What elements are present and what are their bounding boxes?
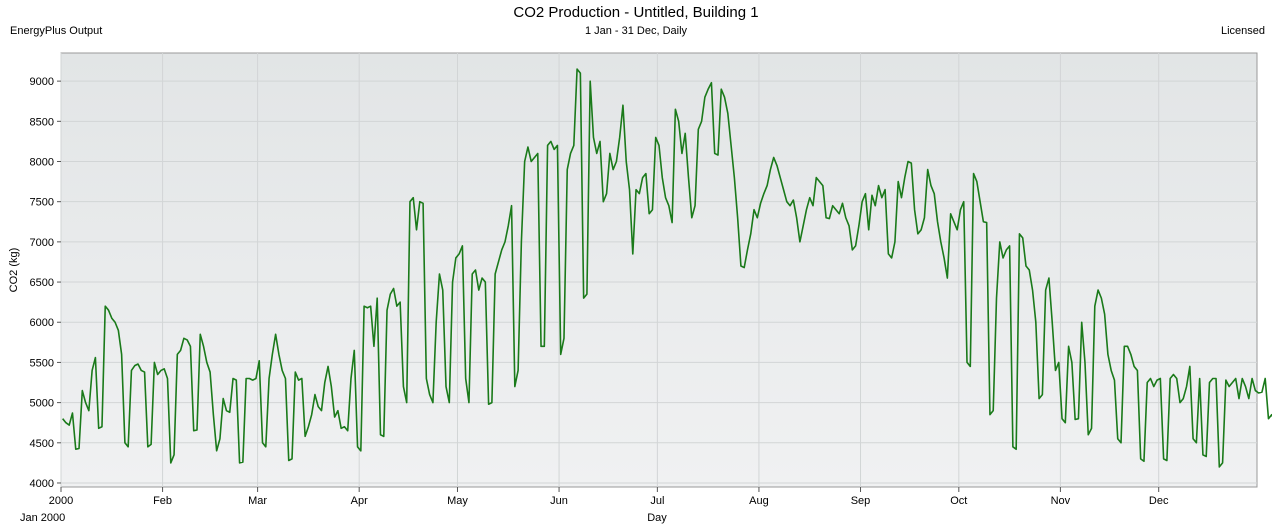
x-tick-label: Jul (650, 495, 664, 507)
y-tick-label: 6000 (30, 317, 54, 329)
y-tick-label: 5000 (30, 398, 54, 410)
y-tick-label: 7500 (30, 197, 54, 209)
y-tick-label: 5500 (30, 357, 54, 369)
x-tick-label: Mar (248, 495, 267, 507)
series-line (62, 68, 1272, 468)
x-tick-label: Aug (749, 495, 769, 507)
x-tick-label: Jun (550, 495, 568, 507)
x-axis: 2000 Feb Mar Apr May Jun Jul Aug Sep Oct Nov Dec (49, 487, 1169, 507)
y-tick-label: 8000 (30, 157, 54, 169)
x-tick-label: Sep (851, 495, 871, 507)
source-note: EnergyPlus Output (10, 25, 103, 37)
y-tick-label: 9000 (30, 76, 54, 88)
chart-subtitle: 1 Jan - 31 Dec, Daily (584, 25, 688, 37)
y-tick-label: 4500 (30, 438, 54, 450)
x-tick-label: Oct (950, 495, 967, 507)
x-tick-label: Nov (1051, 495, 1071, 507)
y-axis-label: CO2 (kg) (8, 248, 20, 293)
y-axis: 4000 4500 5000 5500 6000 6500 7000 7500 8000 8500… (30, 76, 61, 490)
x-axis-sublabel: Jan 2000 (20, 512, 65, 524)
y-tick-label: 4000 (30, 478, 54, 490)
grid-lines (60, 53, 1257, 487)
x-tick-label: Apr (351, 495, 368, 507)
chart-title: CO2 Production - Untitled, Building 1 (513, 4, 759, 21)
y-tick-label: 8500 (30, 116, 54, 128)
x-tick-label: Feb (153, 495, 172, 507)
x-tick-label: Dec (1149, 495, 1169, 507)
x-tick-label: 2000 (49, 495, 73, 507)
y-tick-label: 6500 (30, 277, 54, 289)
x-tick-label: May (447, 495, 468, 507)
x-axis-label: Day (647, 512, 667, 524)
y-tick-label: 7000 (30, 237, 54, 249)
plot-area (60, 52, 1258, 488)
license-note: Licensed (1220, 25, 1265, 37)
series-co2 (62, 68, 1272, 468)
